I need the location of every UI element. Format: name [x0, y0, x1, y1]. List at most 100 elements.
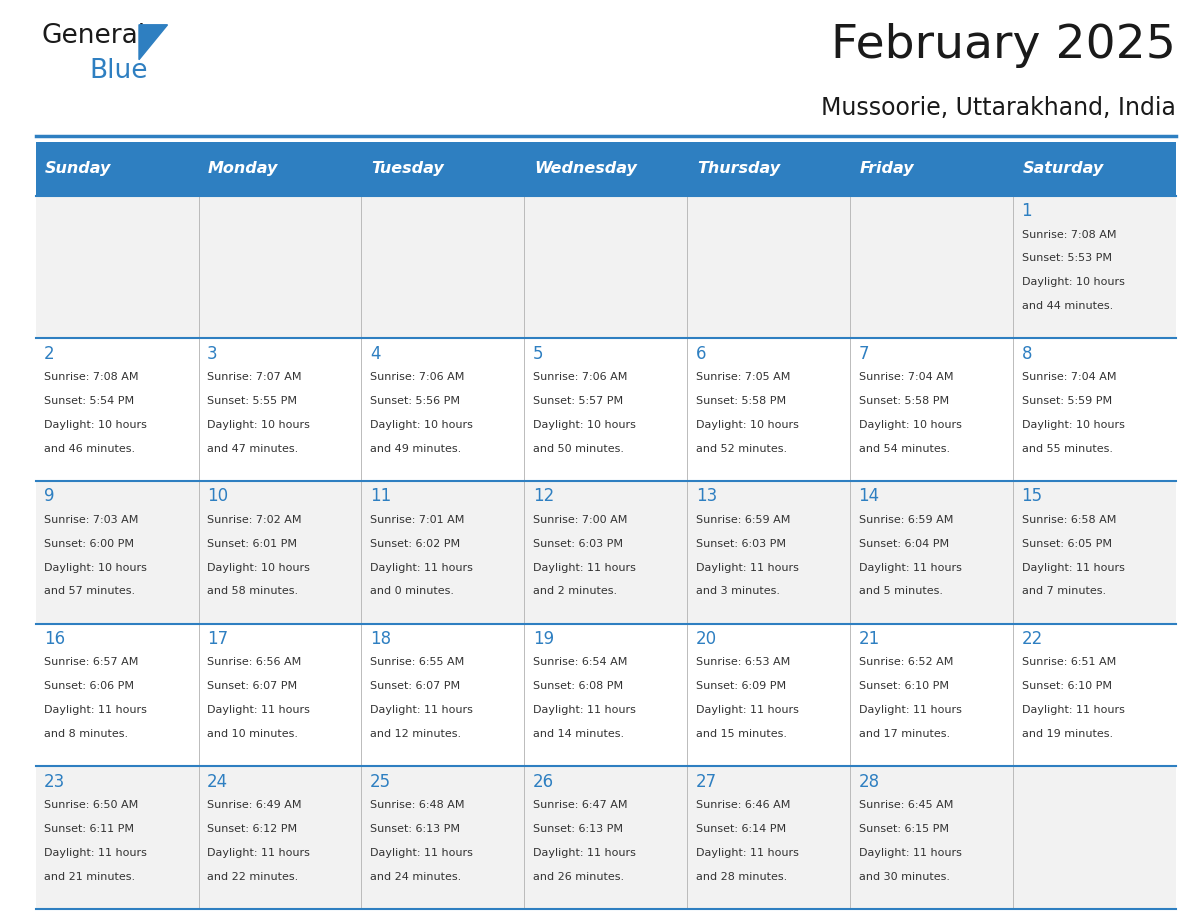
FancyBboxPatch shape	[198, 142, 361, 196]
FancyBboxPatch shape	[688, 767, 851, 909]
Text: Daylight: 11 hours: Daylight: 11 hours	[207, 705, 310, 715]
Text: and 12 minutes.: and 12 minutes.	[369, 729, 461, 739]
Text: Sunset: 5:58 PM: Sunset: 5:58 PM	[696, 396, 785, 406]
Text: Wednesday: Wednesday	[533, 162, 637, 176]
Text: and 58 minutes.: and 58 minutes.	[207, 587, 298, 597]
FancyBboxPatch shape	[524, 196, 688, 338]
Text: and 15 minutes.: and 15 minutes.	[696, 729, 786, 739]
FancyBboxPatch shape	[36, 196, 198, 338]
Text: Daylight: 11 hours: Daylight: 11 hours	[532, 563, 636, 573]
Text: Sunrise: 6:59 AM: Sunrise: 6:59 AM	[859, 515, 953, 525]
FancyBboxPatch shape	[851, 767, 1013, 909]
FancyBboxPatch shape	[198, 196, 361, 338]
Text: and 14 minutes.: and 14 minutes.	[532, 729, 624, 739]
Text: 27: 27	[696, 773, 716, 790]
Text: Daylight: 11 hours: Daylight: 11 hours	[369, 563, 473, 573]
Text: 18: 18	[369, 630, 391, 648]
FancyBboxPatch shape	[361, 481, 524, 623]
Text: and 50 minutes.: and 50 minutes.	[532, 443, 624, 453]
Text: 23: 23	[44, 773, 65, 790]
Text: Daylight: 10 hours: Daylight: 10 hours	[369, 420, 473, 430]
Text: 19: 19	[532, 630, 554, 648]
Text: and 54 minutes.: and 54 minutes.	[859, 443, 949, 453]
FancyBboxPatch shape	[851, 196, 1013, 338]
Text: Sunrise: 6:47 AM: Sunrise: 6:47 AM	[532, 800, 627, 810]
Text: and 2 minutes.: and 2 minutes.	[532, 587, 617, 597]
Text: Daylight: 11 hours: Daylight: 11 hours	[532, 848, 636, 857]
FancyBboxPatch shape	[1013, 338, 1176, 481]
Text: Daylight: 10 hours: Daylight: 10 hours	[44, 563, 147, 573]
Text: and 26 minutes.: and 26 minutes.	[532, 872, 624, 881]
Text: 10: 10	[207, 487, 228, 505]
Text: and 22 minutes.: and 22 minutes.	[207, 872, 298, 881]
Text: 22: 22	[1022, 630, 1043, 648]
Text: Sunday: Sunday	[45, 162, 112, 176]
Text: and 55 minutes.: and 55 minutes.	[1022, 443, 1112, 453]
Text: Sunset: 6:10 PM: Sunset: 6:10 PM	[1022, 681, 1112, 691]
Text: Sunrise: 7:00 AM: Sunrise: 7:00 AM	[532, 515, 627, 525]
Text: Tuesday: Tuesday	[371, 162, 444, 176]
FancyBboxPatch shape	[851, 623, 1013, 767]
Text: and 7 minutes.: and 7 minutes.	[1022, 587, 1106, 597]
Text: Sunrise: 6:49 AM: Sunrise: 6:49 AM	[207, 800, 302, 810]
FancyBboxPatch shape	[1013, 623, 1176, 767]
Text: Sunrise: 6:53 AM: Sunrise: 6:53 AM	[696, 657, 790, 667]
FancyBboxPatch shape	[361, 767, 524, 909]
Text: and 28 minutes.: and 28 minutes.	[696, 872, 786, 881]
Text: Daylight: 11 hours: Daylight: 11 hours	[532, 705, 636, 715]
FancyBboxPatch shape	[361, 142, 524, 196]
Text: and 19 minutes.: and 19 minutes.	[1022, 729, 1113, 739]
Text: and 49 minutes.: and 49 minutes.	[369, 443, 461, 453]
Text: Sunrise: 7:06 AM: Sunrise: 7:06 AM	[369, 372, 465, 382]
Text: 12: 12	[532, 487, 554, 505]
Text: Daylight: 11 hours: Daylight: 11 hours	[696, 705, 798, 715]
Text: Sunset: 6:07 PM: Sunset: 6:07 PM	[369, 681, 460, 691]
FancyBboxPatch shape	[36, 767, 198, 909]
FancyBboxPatch shape	[36, 481, 198, 623]
Text: General: General	[42, 23, 146, 49]
Text: Blue: Blue	[89, 58, 147, 84]
Text: Sunset: 6:04 PM: Sunset: 6:04 PM	[859, 539, 949, 549]
Text: 15: 15	[1022, 487, 1043, 505]
Text: Sunrise: 6:57 AM: Sunrise: 6:57 AM	[44, 657, 138, 667]
Text: 8: 8	[1022, 344, 1032, 363]
Text: Sunset: 5:53 PM: Sunset: 5:53 PM	[1022, 253, 1112, 263]
FancyBboxPatch shape	[851, 338, 1013, 481]
Text: Daylight: 11 hours: Daylight: 11 hours	[859, 848, 961, 857]
Text: Daylight: 11 hours: Daylight: 11 hours	[859, 705, 961, 715]
Text: Sunrise: 6:50 AM: Sunrise: 6:50 AM	[44, 800, 138, 810]
Text: Daylight: 11 hours: Daylight: 11 hours	[1022, 563, 1124, 573]
Text: Sunrise: 7:08 AM: Sunrise: 7:08 AM	[44, 372, 139, 382]
Text: Sunset: 6:07 PM: Sunset: 6:07 PM	[207, 681, 297, 691]
Text: 13: 13	[696, 487, 716, 505]
Text: and 46 minutes.: and 46 minutes.	[44, 443, 135, 453]
Text: 21: 21	[859, 630, 880, 648]
Text: Monday: Monday	[208, 162, 278, 176]
Text: Sunset: 6:13 PM: Sunset: 6:13 PM	[532, 824, 623, 834]
Text: Daylight: 11 hours: Daylight: 11 hours	[369, 848, 473, 857]
Text: Sunrise: 6:55 AM: Sunrise: 6:55 AM	[369, 657, 465, 667]
Text: Sunset: 6:09 PM: Sunset: 6:09 PM	[696, 681, 785, 691]
Text: 26: 26	[532, 773, 554, 790]
Text: Sunset: 6:02 PM: Sunset: 6:02 PM	[369, 539, 460, 549]
Text: Daylight: 11 hours: Daylight: 11 hours	[696, 848, 798, 857]
Text: and 8 minutes.: and 8 minutes.	[44, 729, 128, 739]
Text: 16: 16	[44, 630, 65, 648]
Text: 20: 20	[696, 630, 716, 648]
Text: Daylight: 10 hours: Daylight: 10 hours	[696, 420, 798, 430]
Text: Sunrise: 7:04 AM: Sunrise: 7:04 AM	[859, 372, 953, 382]
Text: and 0 minutes.: and 0 minutes.	[369, 587, 454, 597]
Text: and 21 minutes.: and 21 minutes.	[44, 872, 135, 881]
Text: Daylight: 10 hours: Daylight: 10 hours	[207, 563, 310, 573]
Text: 7: 7	[859, 344, 870, 363]
Text: Daylight: 11 hours: Daylight: 11 hours	[1022, 705, 1124, 715]
FancyBboxPatch shape	[688, 623, 851, 767]
Text: 28: 28	[859, 773, 879, 790]
Text: Daylight: 11 hours: Daylight: 11 hours	[44, 705, 147, 715]
Text: Sunrise: 6:46 AM: Sunrise: 6:46 AM	[696, 800, 790, 810]
FancyBboxPatch shape	[198, 338, 361, 481]
Text: Daylight: 11 hours: Daylight: 11 hours	[44, 848, 147, 857]
FancyBboxPatch shape	[198, 481, 361, 623]
Text: Sunrise: 7:01 AM: Sunrise: 7:01 AM	[369, 515, 465, 525]
FancyBboxPatch shape	[1013, 196, 1176, 338]
